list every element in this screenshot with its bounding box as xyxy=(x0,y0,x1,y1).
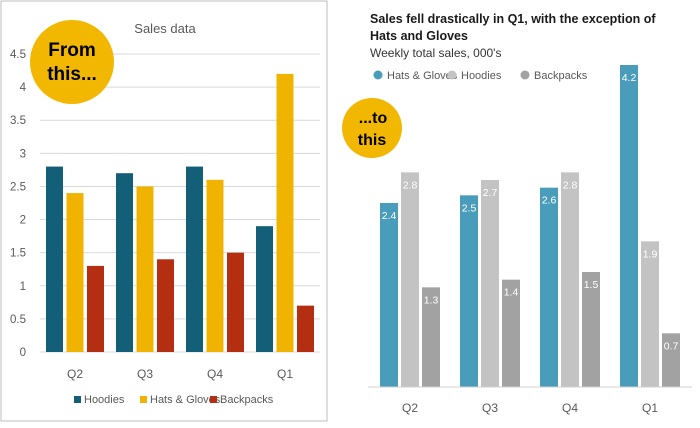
after-data-label: 1.5 xyxy=(584,279,599,291)
after-data-label: 2.6 xyxy=(542,195,557,207)
before-legend-label: Hoodies xyxy=(84,394,125,406)
after-bar-backpacks-q4 xyxy=(582,272,600,387)
before-bars xyxy=(46,73,314,352)
before-bar-hoodies-q2 xyxy=(46,166,63,352)
before-legend: Hoodies Hats & Gloves Backpacks xyxy=(74,394,274,406)
before-bar-backpacks-q3 xyxy=(157,259,174,352)
before-bar-backpacks-q2 xyxy=(87,265,104,352)
before-y-tick-label: 4.5 xyxy=(10,49,26,61)
after-legend-marker xyxy=(373,70,383,80)
before-y-tick-label: 4 xyxy=(20,82,27,94)
after-bar-backpacks-q3 xyxy=(502,279,520,387)
before-y-tick-label: 3 xyxy=(20,148,26,160)
after-data-label: 2.8 xyxy=(563,179,578,191)
before-y-tick-label: 2.5 xyxy=(10,181,26,193)
after-data-label: 2.7 xyxy=(483,187,498,199)
after-chart: Sales fell drastically in Q1, with the e… xyxy=(368,12,692,415)
after-bar-backpacks-q1 xyxy=(662,333,680,387)
before-bar-backpacks-q1 xyxy=(297,305,314,352)
before-bar-hats-gloves-q1 xyxy=(276,73,294,352)
before-bar-hats-gloves-q4 xyxy=(206,179,224,352)
after-data-label: 2.5 xyxy=(462,202,477,214)
after-legend-marker xyxy=(520,70,530,80)
after-legend-label: Backpacks xyxy=(534,70,588,82)
after-badge-line2: this xyxy=(358,132,387,149)
before-bar-hats-gloves-q3 xyxy=(136,186,154,352)
before-badge: From this... xyxy=(30,20,114,104)
after-bars: 2.4 2.8 1.3 2.5 2.7 1.4 2.6 2.8 1.5 4.2 1.9 0.7 xyxy=(380,65,680,387)
after-bar-hats-gloves-q3 xyxy=(460,195,478,387)
before-x-tick-label: Q2 xyxy=(67,367,83,381)
before-y-tick-label: 1 xyxy=(20,281,26,293)
before-gridlines xyxy=(40,53,320,353)
before-badge-line1: From xyxy=(48,40,96,61)
after-legend-label: Hats & Gloves xyxy=(387,70,458,82)
after-bar-hats-gloves-q2 xyxy=(380,203,398,387)
before-legend-label: Hats & Gloves xyxy=(150,394,221,406)
after-badge-circle xyxy=(342,98,402,158)
before-y-tick-label: 1.5 xyxy=(10,248,26,260)
after-legend-label: Hoodies xyxy=(461,70,502,82)
before-y-tick-label: 3.5 xyxy=(10,115,26,127)
after-data-label: 0.7 xyxy=(664,340,679,352)
before-chart: Sales data 0 0.5 1 1.5 2 2.5 3 3.5 4 4.5 Q2 Q3 Q4 Q1… xyxy=(0,0,328,422)
after-chart-title-line1: Sales fell drastically in Q1, with the e… xyxy=(370,12,656,26)
before-y-tick-label: 2 xyxy=(20,215,26,227)
after-bar-hats-gloves-q1 xyxy=(620,65,638,387)
after-bar-hoodies-q1 xyxy=(641,241,659,387)
before-x-tick-labels: Q2 Q3 Q4 Q1 xyxy=(67,367,293,381)
after-data-label: 2.4 xyxy=(382,210,397,222)
before-bar-hoodies-q3 xyxy=(116,173,133,352)
after-legend: Hats & Gloves Hoodies Backpacks xyxy=(373,70,588,82)
before-x-tick-label: Q3 xyxy=(137,367,153,381)
after-x-tick-label: Q4 xyxy=(562,401,578,415)
before-chart-title: Sales data xyxy=(134,21,196,36)
before-legend-label: Backpacks xyxy=(220,394,274,406)
after-badge-line1: ...to xyxy=(359,110,388,127)
before-badge-circle xyxy=(30,20,114,104)
before-y-tick-label: 0 xyxy=(20,347,26,359)
after-x-tick-label: Q2 xyxy=(402,401,418,415)
before-x-tick-label: Q1 xyxy=(277,367,293,381)
before-bar-hoodies-q1 xyxy=(256,226,273,352)
after-legend-marker xyxy=(447,70,457,80)
after-data-label: 1.3 xyxy=(424,294,439,306)
after-data-label: 2.8 xyxy=(403,179,418,191)
after-x-tick-label: Q1 xyxy=(642,401,658,415)
before-bar-hats-gloves-q2 xyxy=(66,193,84,352)
after-bar-hoodies-q3 xyxy=(481,180,499,387)
before-y-tick-label: 0.5 xyxy=(10,314,26,326)
after-chart-subtitle: Weekly total sales, 000's xyxy=(370,46,501,60)
before-x-tick-label: Q4 xyxy=(207,367,223,381)
before-legend-swatch xyxy=(140,396,147,403)
after-bar-hoodies-q4 xyxy=(561,172,579,387)
after-chart-title-line2: Hats and Gloves xyxy=(370,29,468,43)
after-data-label: 4.2 xyxy=(622,72,637,84)
before-bar-backpacks-q4 xyxy=(227,252,244,352)
before-badge-line2: this... xyxy=(47,64,97,85)
before-y-tick-labels: 0 0.5 1 1.5 2 2.5 3 3.5 4 4.5 xyxy=(10,49,27,359)
before-legend-swatch xyxy=(210,396,217,403)
after-x-tick-label: Q3 xyxy=(482,401,498,415)
after-data-label: 1.4 xyxy=(504,287,519,299)
after-badge: ...to this xyxy=(342,98,402,158)
before-legend-swatch xyxy=(74,396,81,403)
before-bar-hoodies-q4 xyxy=(186,166,203,352)
after-bar-hats-gloves-q4 xyxy=(540,187,558,387)
after-data-label: 1.9 xyxy=(643,248,658,260)
after-bar-backpacks-q2 xyxy=(422,287,440,387)
after-bar-hoodies-q2 xyxy=(401,172,419,387)
after-x-tick-labels: Q2 Q3 Q4 Q1 xyxy=(402,401,658,415)
